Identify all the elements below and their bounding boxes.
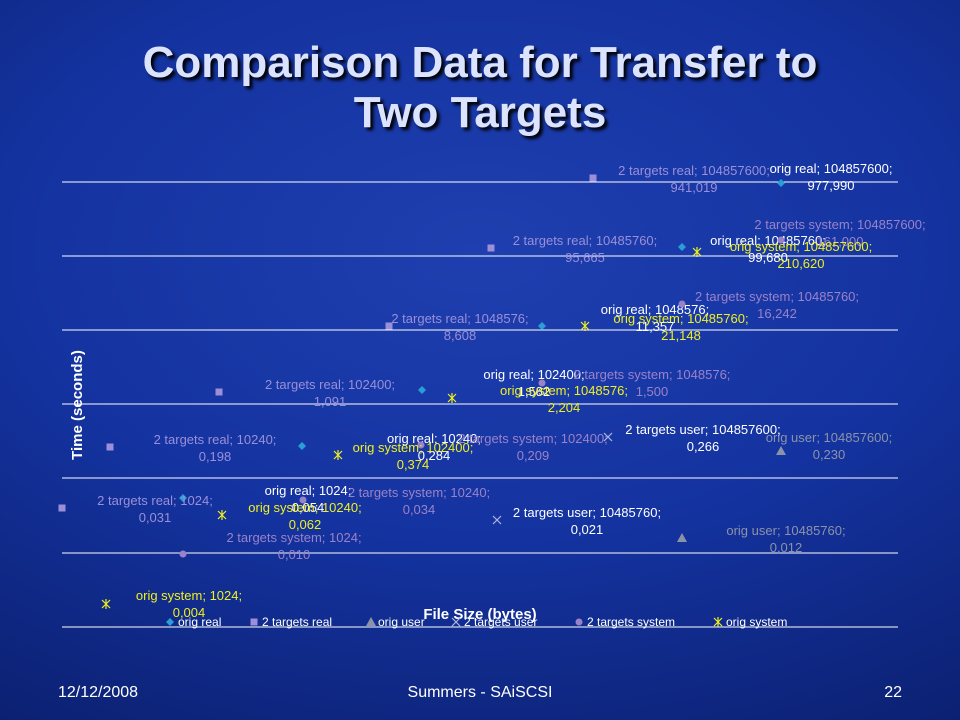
marker-circle [417, 441, 425, 449]
marker-star [101, 599, 111, 609]
marker-star [447, 393, 457, 403]
data-label: orig real; 10240; 0,284 [387, 431, 481, 463]
marker-diamond [418, 386, 426, 394]
data-label: 2 targets system; 10240; 0,034 [348, 485, 490, 517]
legend-label: 2 targets system [587, 615, 675, 629]
data-label: 2 targets real; 1048576; 8,608 [391, 311, 528, 343]
data-label: orig real; 10485760; 99,680 [710, 233, 826, 265]
data-label: orig system; 10240; 0,062 [248, 500, 361, 532]
data-label: orig real; 102400; 1,582 [483, 367, 584, 399]
marker-circle [777, 236, 785, 244]
footer-author: Summers - SAiSCSI [407, 684, 553, 701]
marker-circle [299, 496, 307, 504]
data-label: orig real; 1024; 0,054 [265, 483, 352, 515]
title-line-2: Two Targets [353, 88, 607, 137]
data-label: 2 targets real; 102400; 1,091 [265, 377, 395, 409]
marker-square [58, 504, 66, 512]
legend-marker-circle [575, 618, 583, 626]
data-label: 2 targets real; 104857600; 941,019 [618, 163, 770, 195]
legend-marker-square [250, 618, 258, 626]
data-label: orig system; 1048576; 2,204 [500, 383, 628, 415]
marker-circle [538, 379, 546, 387]
data-label: 2 targets real; 10240; 0,198 [154, 432, 277, 464]
legend-label: 2 targets user [464, 615, 537, 629]
data-label: 2 targets system; 1024; 0,010 [226, 530, 361, 562]
marker-square [385, 322, 393, 330]
data-label: orig system; 1024; 0,004 [136, 588, 242, 620]
marker-diamond [179, 494, 187, 502]
marker-circle [179, 550, 187, 558]
legend-marker-star [713, 617, 723, 627]
data-label: orig user; 10485760; 0,012 [726, 523, 845, 555]
legend-label: 2 targets real [262, 615, 332, 629]
marker-circle [678, 300, 686, 308]
data-label: 2 targets real; 1024; 0,031 [97, 493, 213, 525]
footer-date: 12/12/2008 [58, 684, 139, 701]
data-label: orig system; 102400; 0,374 [353, 440, 474, 472]
marker-triangle [677, 533, 687, 542]
legend-label: orig real [178, 615, 221, 629]
marker-diamond [678, 243, 686, 251]
legend-label: orig system [726, 615, 787, 629]
marker-star [692, 247, 702, 257]
y-axis-title: Time (seconds) [69, 350, 86, 460]
data-label: 2 targets user; 104857600; 0,266 [625, 422, 780, 454]
marker-square [215, 388, 223, 396]
data-label: orig real; 104857600; 977,990 [770, 161, 893, 193]
data-label: 2 targets system; 10485760; 16,242 [695, 289, 859, 321]
marker-star [217, 510, 227, 520]
marker-square [589, 174, 597, 182]
legend-marker-triangle [366, 617, 376, 626]
data-label: 2 targets system; 102400; 0,209 [458, 431, 608, 463]
title-line-1: Comparison Data for Transfer to [142, 38, 818, 87]
data-label: orig user; 104857600; 0,230 [766, 430, 892, 462]
data-label: orig system; 104857600; 210,620 [730, 239, 872, 271]
legend-marker-x [451, 617, 461, 627]
marker-star [580, 321, 590, 331]
marker-square [106, 443, 114, 451]
marker-x [603, 432, 613, 442]
data-label: 2 targets real; 10485760; 95,665 [513, 233, 658, 265]
legend-label: orig user [378, 615, 425, 629]
legend-marker-diamond [166, 618, 174, 626]
data-label: 2 targets system; 104857600; 161,000 [754, 217, 925, 249]
x-axis-title: File Size (bytes) [423, 606, 536, 623]
marker-diamond [538, 322, 546, 330]
marker-square [487, 244, 495, 252]
marker-x [492, 515, 502, 525]
slide-title: Comparison Data for Transfer to Two Targ… [60, 38, 900, 138]
data-label: 2 targets user; 10485760; 0,021 [513, 505, 661, 537]
footer-page-number: 22 [884, 684, 902, 701]
marker-diamond [298, 442, 306, 450]
marker-diamond [777, 179, 785, 187]
data-label: 2 targets system; 1048576; 1,500 [574, 367, 731, 399]
marker-star [333, 450, 343, 460]
data-label: orig system; 10485760; 21,148 [613, 311, 748, 343]
marker-triangle [776, 446, 786, 455]
